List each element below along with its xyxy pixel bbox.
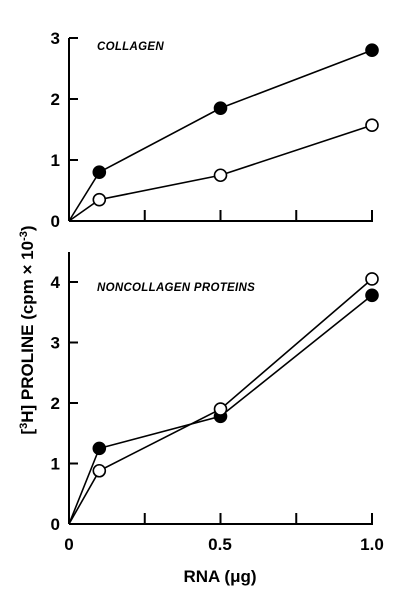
noncollagen-filled-point — [92, 441, 107, 456]
noncollagen-open-point — [92, 463, 107, 478]
noncollagen-filled-point — [365, 288, 379, 303]
noncollagen-series-open-line — [68, 278, 373, 525]
noncollagen-y-tick-label: 3 — [51, 334, 60, 353]
x-tick-label: 0 — [64, 535, 73, 554]
noncollagen-panel-title: NONCOLLAGEN PROTEINS — [97, 282, 255, 294]
collagen-series-open-line — [68, 124, 373, 222]
x-tick-labels: 0 0.5 1.0 — [64, 535, 384, 554]
collagen-filled-point — [365, 43, 379, 58]
collagen-open-point — [92, 192, 107, 207]
x-axis-title: RNA (μg) — [183, 567, 256, 586]
noncollagen-series-filled-line — [68, 294, 373, 525]
collagen-panel-title: COLLAGEN — [97, 41, 164, 53]
collagen-panel: COLLAGEN 0 1 2 3 — [51, 29, 379, 231]
noncollagen-y-tick-label: 1 — [51, 455, 60, 474]
collagen-open-point — [213, 168, 228, 183]
y-axis-title: [3H] PROLINE (cpm × 10-3) — [18, 225, 37, 434]
collagen-y-tick-label: 3 — [51, 29, 60, 48]
collagen-filled-point — [213, 101, 228, 115]
collagen-open-point — [365, 118, 379, 133]
x-tick-label: 0.5 — [208, 535, 232, 554]
noncollagen-open-point — [213, 402, 228, 416]
noncollagen-panel: NONCOLLAGEN PROTEINS 0 1 2 3 4 — [51, 252, 379, 534]
collagen-y-tick-label: 2 — [51, 90, 60, 109]
noncollagen-y-tick-label: 2 — [51, 394, 60, 413]
collagen-y-tick-label: 0 — [51, 212, 60, 231]
x-tick-label: 1.0 — [360, 535, 384, 554]
noncollagen-y-tick-label: 0 — [51, 515, 60, 534]
collagen-series-filled-line — [68, 49, 373, 222]
noncollagen-y-tick-label: 4 — [51, 273, 61, 292]
noncollagen-open-point — [365, 272, 379, 286]
collagen-filled-point — [92, 165, 107, 179]
collagen-y-tick-label: 1 — [51, 151, 60, 170]
